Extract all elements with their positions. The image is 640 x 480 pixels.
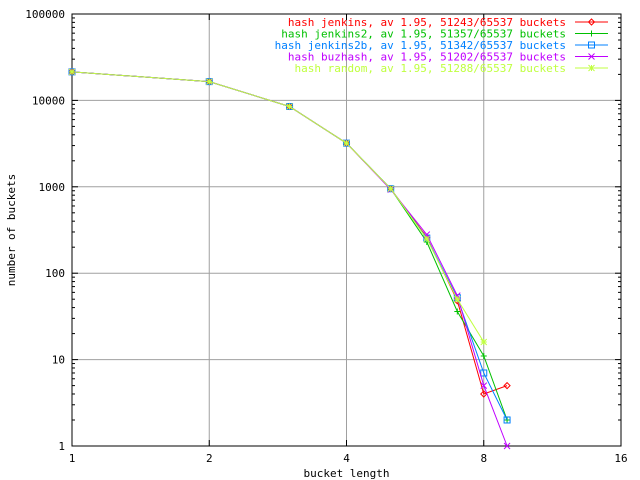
data-point-marker	[588, 53, 595, 60]
y-tick-label: 100	[45, 267, 65, 280]
legend-item: hash random, av 1.95, 51288/65537 bucket…	[294, 62, 608, 75]
grid-lines	[72, 14, 621, 446]
y-axis-label: number of buckets	[5, 174, 18, 287]
y-tick-label: 10000	[32, 94, 65, 107]
y-tick-label: 1000	[39, 181, 66, 194]
legend-item: hash jenkins, av 1.95, 51243/65537 bucke…	[288, 16, 608, 29]
legend-item: hash buzhash, av 1.95, 51202/65537 bucke…	[288, 51, 608, 64]
data-point-marker	[588, 30, 595, 37]
x-tick-label: 2	[206, 452, 213, 465]
series-4	[68, 68, 488, 346]
data-point-marker	[205, 78, 213, 85]
legend-item: hash jenkins2, av 1.95, 51357/65537 buck…	[281, 28, 608, 41]
series-3	[68, 68, 511, 450]
axis-ticks: 1 2 4 8 16 1 10 100 1000 10000 100000	[25, 8, 627, 465]
series-0	[68, 68, 511, 398]
x-axis-label: bucket length	[303, 467, 389, 480]
data-point-marker	[387, 185, 395, 193]
data-point-marker	[587, 18, 596, 26]
data-point-marker	[480, 382, 488, 389]
y-tick-label: 100000	[25, 8, 65, 21]
data-point-marker	[423, 235, 431, 243]
data-point-marker	[453, 297, 462, 305]
x-tick-label: 16	[614, 452, 627, 465]
series-line	[71, 71, 508, 395]
data-point-marker	[480, 390, 488, 398]
legend-label: hash random, av 1.95, 51288/65537 bucket…	[294, 62, 566, 75]
data-point-marker	[480, 369, 488, 377]
series-layer	[68, 68, 511, 450]
y-tick-label: 10	[52, 354, 65, 367]
x-tick-label: 1	[69, 452, 76, 465]
legend-label: hash buzhash, av 1.95, 51202/65537 bucke…	[288, 51, 566, 64]
x-tick-label: 4	[343, 452, 350, 465]
series-line	[71, 71, 508, 421]
legend-label: hash jenkins2b, av 1.95, 51342/65537 buc…	[275, 39, 566, 52]
x-tick-label: 8	[480, 452, 487, 465]
series-line	[71, 71, 508, 421]
data-point-marker	[68, 68, 76, 76]
legend-label: hash jenkins, av 1.95, 51243/65537 bucke…	[288, 16, 566, 29]
data-point-marker	[588, 41, 595, 49]
series-line	[71, 71, 508, 447]
data-point-marker	[286, 103, 293, 110]
data-point-marker	[480, 338, 488, 346]
data-point-marker	[343, 139, 350, 147]
legend-item: hash jenkins2b, av 1.95, 51342/65537 buc…	[275, 39, 608, 52]
series-1	[69, 68, 511, 423]
legend-label: hash jenkins2, av 1.95, 51357/65537 buck…	[281, 28, 566, 41]
data-point-marker	[503, 442, 511, 450]
y-tick-label: 1	[58, 440, 65, 453]
data-point-marker	[503, 381, 511, 390]
data-point-marker	[503, 416, 511, 424]
data-point-marker	[588, 64, 595, 72]
legend: hash jenkins, av 1.95, 51243/65537 bucke…	[275, 16, 608, 75]
data-point-marker	[453, 295, 461, 303]
data-point-marker	[480, 353, 487, 360]
series-line	[71, 71, 485, 343]
series-2	[68, 68, 511, 424]
data-point-marker	[454, 308, 461, 315]
